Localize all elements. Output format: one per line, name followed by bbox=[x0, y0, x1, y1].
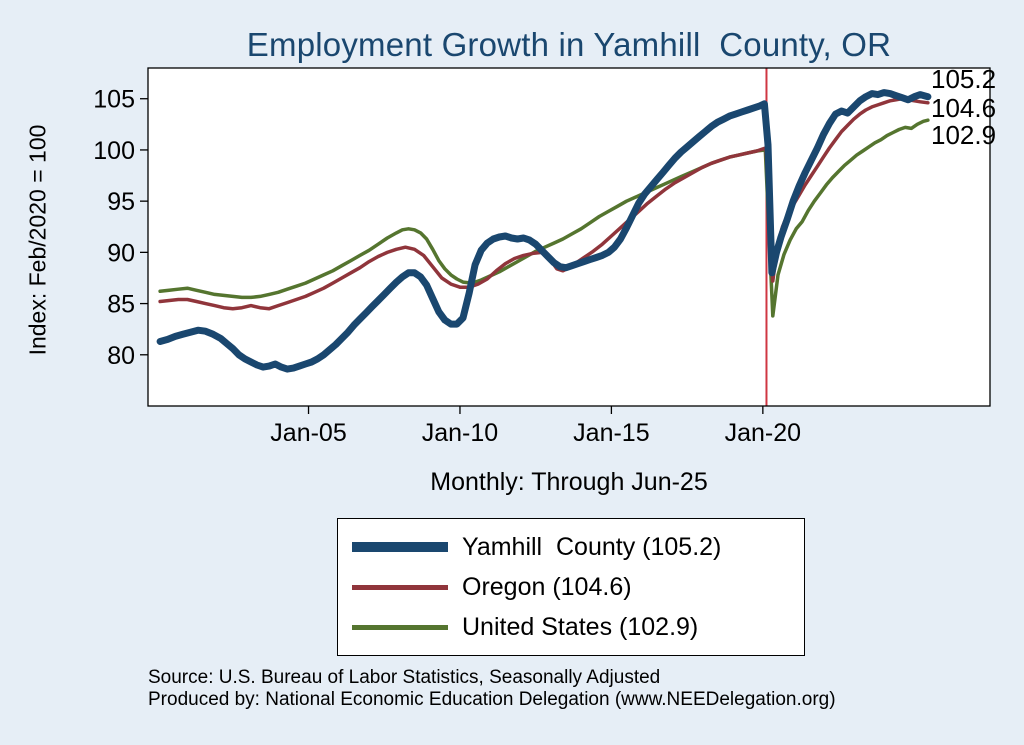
producer-note: Produced by: National Economic Education… bbox=[148, 689, 836, 710]
y-axis-label: Index: Feb/2020 = 100 bbox=[24, 124, 51, 356]
legend: Yamhill County (105.2) Oregon (104.6) Un… bbox=[337, 518, 805, 656]
y-tick-label: 100 bbox=[93, 137, 135, 165]
end-label-oregon: 104.6 bbox=[931, 93, 997, 123]
united-states-line-swatch bbox=[352, 624, 448, 630]
source-note: Source: U.S. Bureau of Labor Statistics,… bbox=[148, 667, 661, 688]
legend-item-united-states: United States (102.9) bbox=[338, 613, 804, 642]
plot-svg: 80 85 90 95 100 105 Jan-05 Jan-10 Jan-15 Jan-20 bbox=[93, 67, 991, 447]
y-tick-label: 90 bbox=[107, 239, 135, 267]
x-tick-label: Jan-20 bbox=[725, 419, 801, 447]
plot-border bbox=[147, 67, 991, 407]
y-tick-label: 80 bbox=[107, 342, 135, 370]
series-line-yamhill-county bbox=[156, 89, 932, 373]
chart-title: Employment Growth in Yamhill County, OR bbox=[246, 26, 892, 63]
x-tick-label: Jan-15 bbox=[573, 419, 649, 447]
end-label-united-states: 102.9 bbox=[931, 120, 997, 150]
legend-label-oregon: Oregon (104.6) bbox=[462, 572, 632, 601]
y-tick-label: 85 bbox=[107, 291, 135, 319]
legend-label-yamhill: Yamhill County (105.2) bbox=[462, 532, 722, 561]
subtitle: Monthly: Through Jun-25 bbox=[430, 468, 708, 496]
yamhill-line-swatch bbox=[352, 542, 448, 552]
x-tick-label: Jan-10 bbox=[422, 419, 498, 447]
x-tick-label: Jan-05 bbox=[270, 419, 346, 447]
end-label-yamhill: 105.2 bbox=[931, 64, 997, 94]
series-line-united-states bbox=[158, 118, 930, 318]
y-tick-label: 95 bbox=[107, 188, 135, 216]
y-tick-label: 105 bbox=[93, 86, 135, 114]
legend-item-oregon: Oregon (104.6) bbox=[338, 573, 804, 602]
legend-item-yamhill: Yamhill County (105.2) bbox=[338, 533, 804, 562]
oregon-line-swatch bbox=[352, 584, 448, 590]
footer: Source: U.S. Bureau of Labor Statistics,… bbox=[148, 667, 836, 711]
legend-label-united-states: United States (102.9) bbox=[462, 612, 699, 641]
